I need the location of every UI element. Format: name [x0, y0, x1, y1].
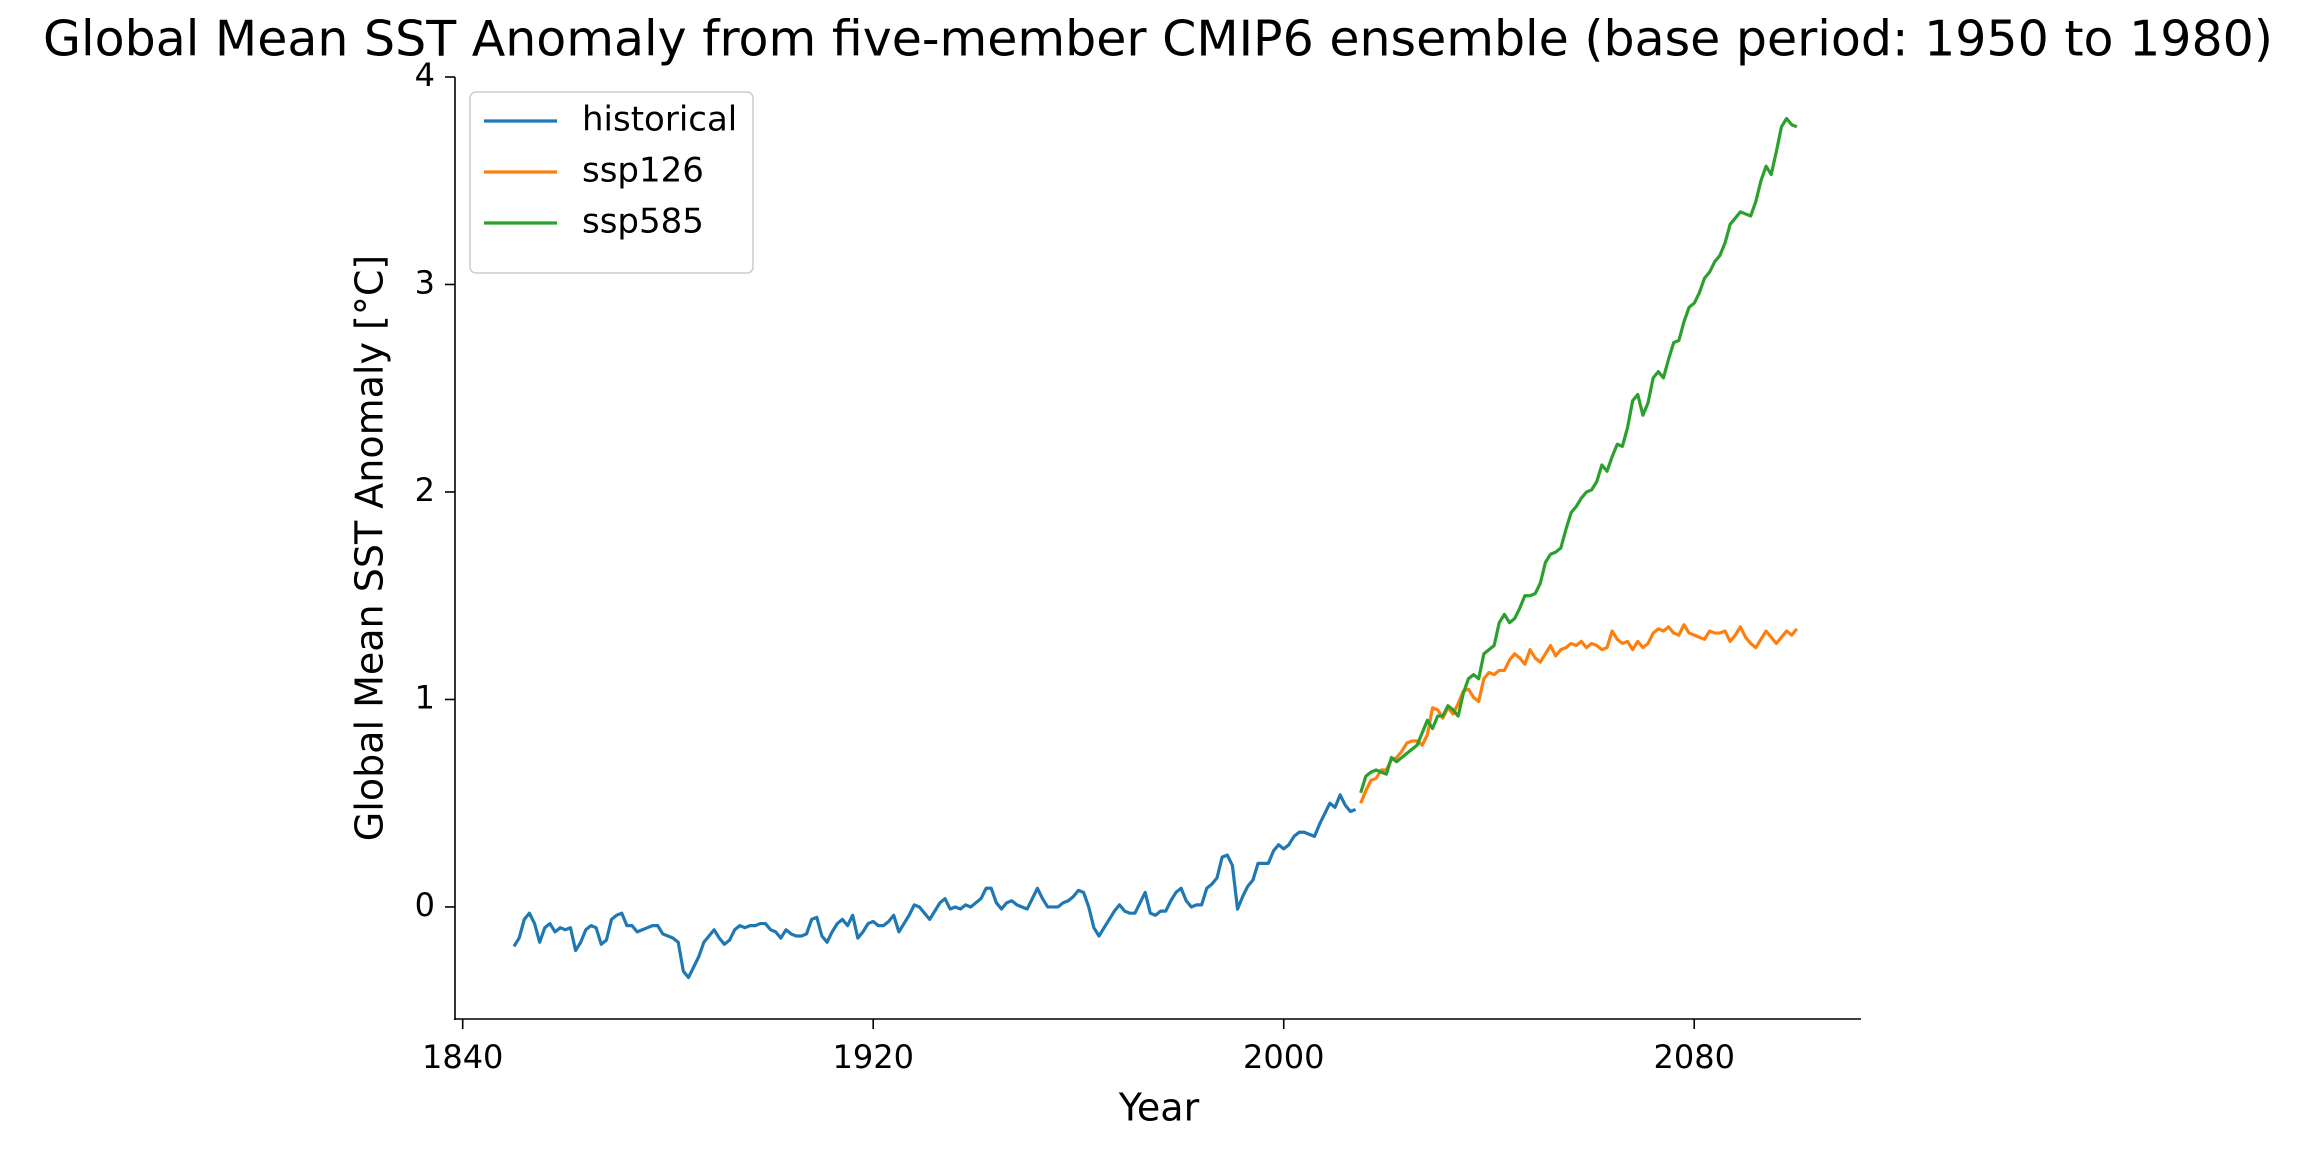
y-tick-label: 2: [415, 471, 435, 509]
y-tick-label: 3: [415, 263, 435, 301]
y-tick-label: 4: [415, 56, 435, 94]
x-tick-label: 1920: [832, 1038, 913, 1076]
legend-label: historical: [582, 100, 737, 140]
x-axis-label: Year: [1118, 1086, 1200, 1130]
series-line: [1359, 116, 1798, 794]
legend-label: ssp585: [582, 202, 704, 242]
legend-label: ssp126: [582, 151, 704, 191]
x-tick-label: 2000: [1243, 1038, 1324, 1076]
chart-title: Global Mean SST Anomaly from five-member…: [43, 11, 2273, 68]
y-tick-label: 0: [415, 886, 435, 924]
x-tick-label: 2080: [1654, 1038, 1735, 1076]
legend-box: [469, 91, 754, 274]
y-axis-label: Global Mean SST Anomaly [°C]: [348, 255, 392, 841]
series-line: [512, 793, 1357, 980]
series-line: [1359, 623, 1799, 804]
x-tick-label: 1840: [422, 1038, 503, 1076]
y-tick-label: 1: [415, 678, 435, 716]
